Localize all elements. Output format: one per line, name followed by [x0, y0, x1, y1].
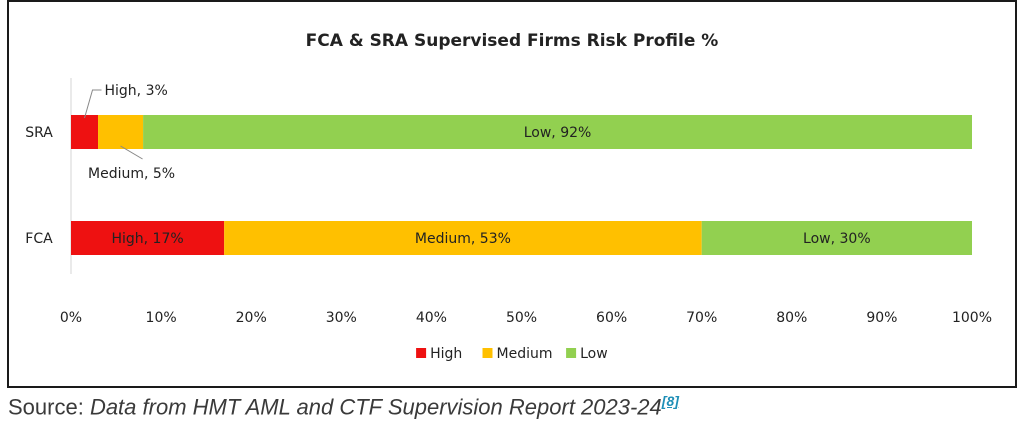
chart-svg: FCA & SRA Supervised Firms Risk Profile … [25, 31, 992, 362]
source-text: Data from HMT AML and CTF Supervision Re… [89, 394, 662, 420]
leader-line-sra-medium [120, 145, 143, 160]
bar-sra-medium [98, 115, 144, 149]
source-caption: Source: Data from HMT AML and CTF Superv… [8, 393, 679, 420]
leader-line-sra-high [84, 89, 102, 119]
legend-label-low: Low [580, 346, 608, 362]
x-tick-label: 100% [952, 310, 992, 326]
bar-sra-high [71, 115, 99, 149]
x-tick-label: 40% [416, 310, 447, 326]
bar-sra-low [143, 115, 972, 149]
x-tick-label: 90% [866, 310, 897, 326]
data-label-sra-high: High, 3% [105, 83, 168, 99]
legend-swatch-high [416, 348, 427, 358]
category-label-sra: SRA [25, 125, 53, 141]
chart-title: FCA & SRA Supervised Firms Risk Profile … [306, 31, 719, 51]
source-prefix: Source: [8, 394, 90, 420]
x-tick-label: 10% [146, 310, 177, 326]
x-tick-label: 70% [686, 310, 717, 326]
bar-fca-high [71, 221, 225, 255]
x-tick-label: 80% [776, 310, 807, 326]
x-tick-label: 20% [236, 310, 267, 326]
data-label-sra-low: Low, 92% [524, 125, 592, 141]
chart-frame: FCA & SRA Supervised Firms Risk Profile … [7, 0, 1017, 388]
x-tick-label: 50% [506, 310, 537, 326]
x-tick-label: 0% [60, 310, 82, 326]
source-reference-link[interactable]: [8] [661, 393, 679, 409]
category-label-fca: FCA [25, 231, 53, 247]
x-tick-label: 60% [596, 310, 627, 326]
data-label-fca-high: High, 17% [111, 231, 183, 247]
legend-swatch-medium [482, 348, 493, 358]
x-tick-label: 30% [326, 310, 357, 326]
legend-swatch-low [566, 348, 577, 358]
legend-label-medium: Medium [497, 346, 553, 362]
bar-fca-low [701, 221, 972, 255]
data-label-fca-low: Low, 30% [803, 231, 871, 247]
legend-label-high: High [430, 346, 462, 362]
data-label-sra-medium: Medium, 5% [88, 166, 175, 182]
data-label-fca-medium: Medium, 53% [415, 231, 511, 247]
bar-fca-medium [224, 221, 702, 255]
